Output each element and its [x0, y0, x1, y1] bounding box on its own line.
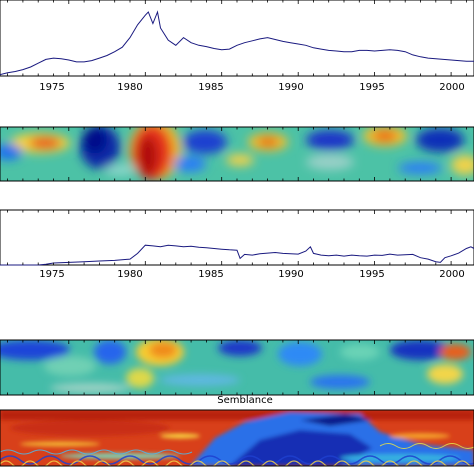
semblance-panel: Semblance	[0, 395, 474, 467]
line-panel-1-series	[0, 10, 474, 76]
price-line-1	[0, 10, 474, 76]
line-panel-1: 1975 1980 1985 1990 1995 2000	[0, 0, 474, 93]
price-line-2	[0, 244, 474, 266]
line-panel-1-ticks	[7, 0, 467, 76]
heatmap-panel-4	[0, 339, 474, 396]
heatmap-panel-2	[0, 126, 474, 182]
heatmap-panel-4-ticks	[7, 340, 467, 395]
tick-label-1990: 1990	[278, 269, 303, 280]
tick-label-1975: 1975	[39, 82, 64, 93]
line-panel-3-series	[0, 244, 474, 266]
line-panel-3-tick-labels: 1975 1980 1985 1990 1995 2000	[39, 269, 464, 280]
tick-label-1995: 1995	[359, 269, 384, 280]
line-panel-3: 1975 1980 1985 1990 1995 2000	[0, 209, 474, 280]
tick-label-2000: 2000	[439, 269, 464, 280]
line-panel-3-ticks	[7, 210, 467, 265]
semblance-panel-frame	[0, 409, 474, 467]
heatmap-panel-2-ticks	[7, 127, 467, 181]
tick-label-1985: 1985	[198, 82, 223, 93]
line-panel-1-frame	[0, 0, 474, 77]
tick-label-1980: 1980	[117, 269, 142, 280]
semblance-title: Semblance	[217, 395, 272, 406]
line-panel-1-tick-labels: 1975 1980 1985 1990 1995 2000	[39, 82, 464, 93]
line-panel-3-frame	[0, 209, 474, 266]
tick-label-1975: 1975	[39, 269, 64, 280]
tick-label-1995: 1995	[359, 82, 384, 93]
tick-label-1990: 1990	[278, 82, 303, 93]
tick-label-1985: 1985	[198, 269, 223, 280]
tick-label-2000: 2000	[439, 82, 464, 93]
tick-label-1980: 1980	[117, 82, 142, 93]
